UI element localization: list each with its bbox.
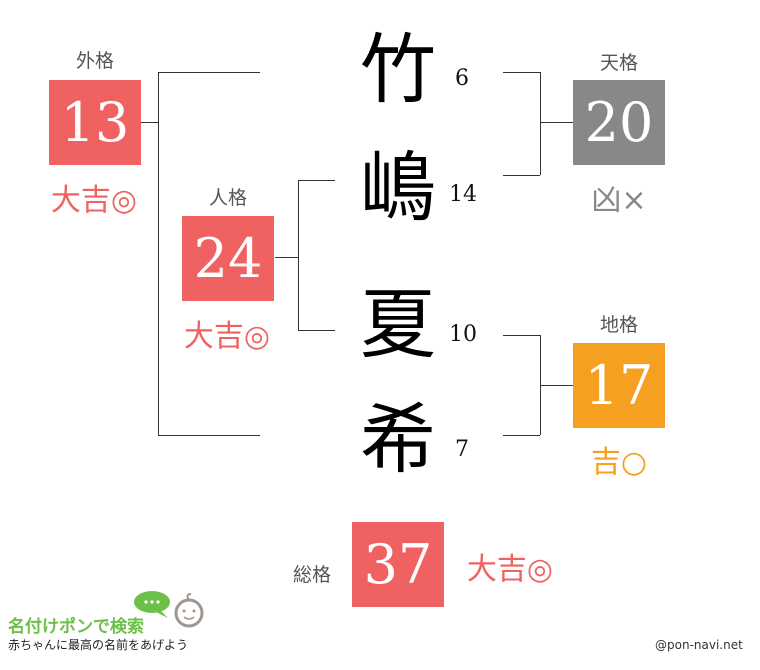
baby-face-icon [174,593,204,628]
tenkaku-value: 20 [573,80,665,165]
connector-line [540,72,541,175]
connector-line [503,175,540,176]
soukaku-label: 総格 [292,564,331,586]
name-char: 竹 [360,25,436,114]
connector-line [158,435,260,436]
connector-line [540,385,573,386]
connector-line [298,180,335,181]
name-char: 希 [360,395,436,484]
chikaku-result: 吉○ [590,445,648,480]
chikaku-label: 地格 [599,314,638,336]
stroke-count: 6 [455,66,469,91]
stroke-count: 7 [455,437,469,462]
jinkaku-label: 人格 [208,187,247,209]
name-char: 夏 [360,280,436,369]
gaikaku-value: 13 [49,80,141,165]
jinkaku-result: 大吉◎ [183,319,271,354]
connector-line [503,72,540,73]
connector-line [158,72,159,435]
soukaku-result: 大吉◎ [466,552,554,587]
connector-line [298,180,299,330]
connector-line [540,122,573,123]
stroke-count: 14 [449,182,477,207]
jinkaku-value: 24 [182,216,274,301]
connector-line [503,335,540,336]
connector-line [503,435,540,436]
site-credit: @pon-navi.net [655,638,743,652]
name-char: 嶋 [360,143,436,232]
speech-bubble-icon [134,591,170,618]
connector-line [275,257,298,258]
logo-title: 名付けポンで検索 [8,617,144,637]
logo-tagline: 赤ちゃんに最高の名前をあげよう [8,638,189,652]
tenkaku-label: 天格 [599,52,638,74]
logo[interactable]: 名付けポンで検索 赤ちゃんに最高の名前をあげよう [8,590,228,660]
connector-line [298,330,335,331]
soukaku-value: 37 [352,522,444,607]
stroke-count: 10 [449,322,477,347]
gaikaku-result: 大吉◎ [50,183,138,218]
gaikaku-label: 外格 [75,50,114,72]
connector-line [158,72,260,73]
chikaku-value: 17 [573,343,665,428]
connector-line [141,122,158,123]
tenkaku-result: 凶× [591,183,647,218]
